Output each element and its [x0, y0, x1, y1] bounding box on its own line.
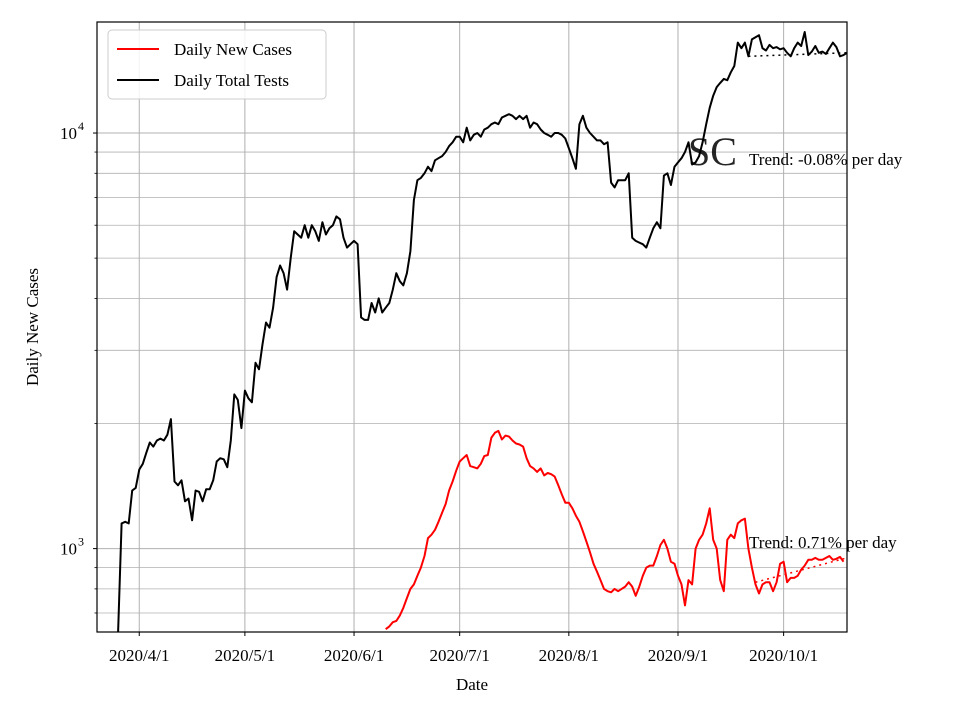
legend-label-daily-total-tests: Daily Total Tests: [174, 71, 289, 90]
series-layer: [117, 31, 847, 632]
grid-minor: [94, 151, 847, 614]
trend-line-1: [755, 557, 847, 583]
x-tick-label: 2020/9/1: [648, 646, 708, 665]
y-tick-exponent-1000: 3: [78, 535, 84, 549]
tests-trend-annotation: Trend: -0.08% per day: [749, 150, 903, 169]
series-line-daily-total-tests: [117, 31, 847, 632]
trend-line-0: [748, 52, 847, 58]
series-line-daily-new-cases: [385, 429, 845, 630]
y-tick-label-1000: 10: [60, 540, 77, 559]
x-tick-label: 2020/8/1: [539, 646, 599, 665]
x-tick-label: 2020/4/1: [109, 646, 169, 665]
x-tick-label: 2020/5/1: [215, 646, 275, 665]
legend-label-daily-new-cases: Daily New Cases: [174, 40, 292, 59]
x-axis-label: Date: [456, 675, 488, 694]
x-tick-label: 2020/10/1: [749, 646, 818, 665]
grid-major: [97, 22, 847, 632]
x-tick-label: 2020/7/1: [429, 646, 489, 665]
y-tick-exponent-10000: 4: [78, 119, 84, 133]
x-tick-label: 2020/6/1: [324, 646, 384, 665]
watermark-sc: SC: [688, 129, 737, 174]
y-axis-label: Daily New Cases: [23, 268, 42, 386]
legend-box: [107, 29, 327, 100]
x-axis-ticks: 2020/4/1 2020/5/1 2020/6/1 2020/7/1 2020/8/1…: [109, 632, 818, 665]
plot-frame: [96, 21, 848, 633]
y-tick-label-10000: 10: [60, 124, 77, 143]
cases-trend-annotation: Trend: 0.71% per day: [749, 533, 897, 552]
legend: Daily New Cases Daily Total Tests: [107, 29, 327, 100]
